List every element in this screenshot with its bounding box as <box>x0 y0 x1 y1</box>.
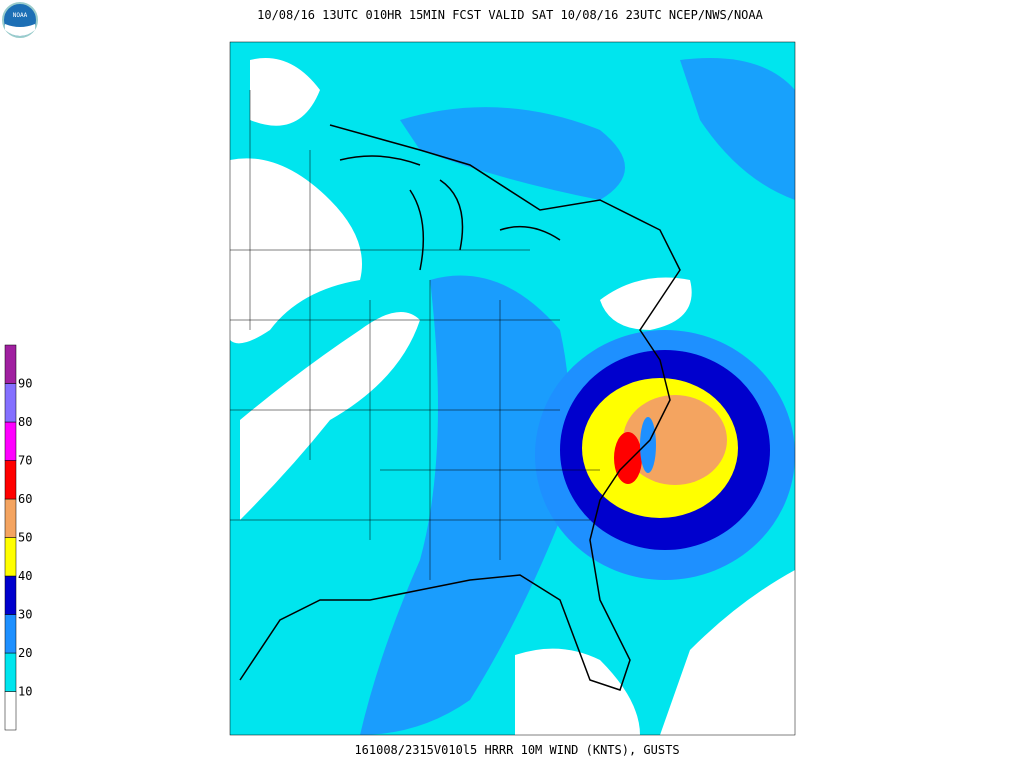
colorbar-swatch <box>4 537 17 577</box>
colorbar-label: 90 <box>18 377 32 391</box>
colorbar-swatch <box>4 460 17 500</box>
colorbar-label: 50 <box>18 531 32 545</box>
colorbar-swatch <box>4 614 17 654</box>
colorbar-swatch <box>4 652 17 692</box>
map-title: 10/08/16 13UTC 010HR 15MIN FCST VALID SA… <box>257 8 763 22</box>
colorbar-label: 10 <box>18 685 32 699</box>
colorbar-label: 80 <box>18 415 32 429</box>
map <box>230 42 795 735</box>
colorbar-label: 60 <box>18 492 32 506</box>
colorbar-label: 40 <box>18 569 32 583</box>
colorbar-label: 20 <box>18 646 32 660</box>
colorbar-swatch <box>4 344 17 384</box>
map-frame <box>229 41 796 736</box>
logo: NOAA <box>2 2 38 38</box>
colorbar-swatch <box>4 383 17 423</box>
colorbar-label: 30 <box>18 608 32 622</box>
colorbar: 10 20 30 40 50 60 70 80 90 <box>4 344 32 731</box>
colorbar-label: 70 <box>18 454 32 468</box>
colorbar-swatch <box>4 498 17 538</box>
colorbar-swatch <box>4 575 17 615</box>
logo-text: NOAA <box>13 12 28 19</box>
map-caption: 161008/2315V010l5 HRRR 10M WIND (KNTS), … <box>354 743 679 757</box>
colorbar-swatch <box>4 691 17 731</box>
colorbar-swatch <box>4 421 17 461</box>
